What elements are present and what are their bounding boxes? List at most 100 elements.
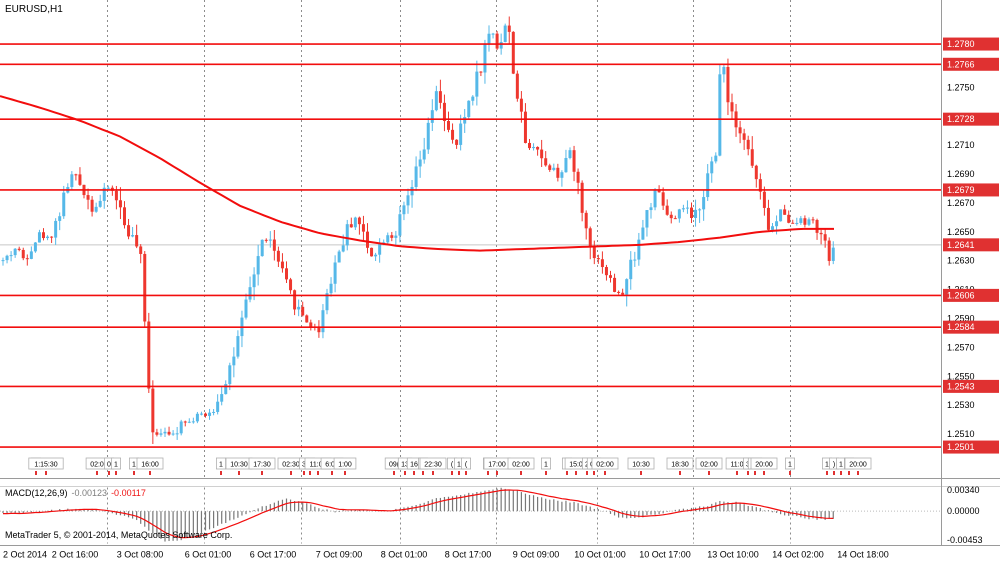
candle [726,58,730,116]
candle-body [102,187,106,201]
candle-body [738,127,742,134]
candle-body [799,218,803,223]
event-tick-icon [317,471,319,475]
candle-body [301,306,305,316]
candle-body [617,291,621,293]
event-marker[interactable]: 1 [215,457,226,475]
candle [592,240,596,265]
event-marker[interactable]: 18:30 [666,457,694,475]
candle-body [442,102,446,122]
event-marker[interactable]: 22:30 [419,457,447,475]
candle-body [171,433,175,435]
candle-body [220,394,224,402]
event-marker[interactable]: 02:00 [591,457,619,475]
candle [685,200,689,214]
candle [604,264,608,281]
event-marker[interactable]: 10:30 [225,457,253,475]
candle-body [90,199,94,212]
time-tick-label: 7 Oct 09:00 [316,550,363,560]
event-marker[interactable]: 20:00 [750,457,778,475]
candle-body [151,388,155,433]
event-marker-label: ( [451,462,454,469]
candle [42,228,45,241]
candle [139,244,143,264]
candle [491,32,495,39]
candle-body [135,235,139,247]
candle-body [94,206,98,212]
candle [337,249,341,263]
candle-body [74,174,78,176]
bid-price-badge: 1.2641 [943,238,999,252]
candle [414,156,418,192]
event-marker[interactable]: 02:00 [695,457,723,475]
event-marker-label: 13 [401,462,409,469]
moving-average-line [0,95,834,252]
candle-body [665,205,669,215]
event-marker[interactable]: 16:00 [136,457,164,475]
macd-indicator-label: MACD(12,26,9) -0.00123 -0.00117 [5,488,146,498]
candle [617,290,621,295]
candle [260,239,264,257]
event-tick-icon [290,471,292,475]
candle-body [503,25,507,43]
event-marker[interactable]: 17:30 [248,457,276,475]
candle-body [127,225,131,237]
event-marker[interactable]: 10:30 [627,457,655,475]
badge-price-label: 1.2728 [947,114,975,124]
candle-body [511,31,515,74]
price-axis[interactable]: 1.2750 1.2710 1.2690 1.2670 1.2650 1.2630 1.26… [947,82,975,439]
candle [78,167,82,186]
candle [256,244,260,286]
candle [698,208,702,223]
candle [370,247,374,257]
candle [475,60,479,106]
candle [143,251,147,327]
candle [519,91,523,123]
candle-body [669,214,673,219]
event-marker-label: 1 [544,462,548,469]
candle [661,187,665,211]
candle [58,212,62,231]
candle [325,288,329,315]
candle [317,320,321,338]
event-marker[interactable]: 20:00 [844,457,872,475]
price-level-badge: 1.2780 [943,37,999,51]
event-marker[interactable]: 1 [111,457,122,475]
macd-axis[interactable]: 0.00340 0.00000 -0.00453 [947,485,983,545]
event-tick-icon [848,471,850,475]
candle [301,301,305,317]
candle [216,394,220,415]
event-marker[interactable]: 02:00 [507,457,535,475]
time-axis[interactable]: 2 Oct 2014 2 Oct 16:00 3 Oct 08:00 6 Oct 01… [3,550,889,560]
candle [353,216,357,231]
candle [268,231,272,248]
candle [827,237,831,266]
event-marker-box [695,457,723,470]
candle-body [775,221,779,227]
candle-body [195,413,199,422]
event-marker[interactable]: 1 [541,457,552,475]
candle-body [690,207,693,218]
event-marker[interactable]: 1 [785,457,796,475]
event-tick-icon [238,471,240,475]
price-tick-label: 1.2750 [947,82,975,92]
candle [673,215,677,220]
candle-body [633,259,637,261]
candle-body [106,187,110,189]
copyright-text: MetaTrader 5, © 2001-2014, MetaQuotes So… [5,530,233,540]
candle-body [645,210,649,228]
event-marker[interactable]: ( [460,457,471,475]
candle-body [702,197,706,210]
macd-tick-label: -0.00453 [947,535,983,545]
event-marker-box [844,457,872,470]
candle [285,261,288,284]
event-marker[interactable]: 1:15:30 [28,457,64,475]
price-tick-label: 1.2650 [947,227,975,237]
event-tick-icon [763,471,765,475]
candle-body [418,159,422,167]
event-marker[interactable]: 1:00 [333,457,357,475]
panel-splitter[interactable] [0,478,1000,487]
event-tick-icon [108,471,110,475]
candle-body [831,247,835,261]
